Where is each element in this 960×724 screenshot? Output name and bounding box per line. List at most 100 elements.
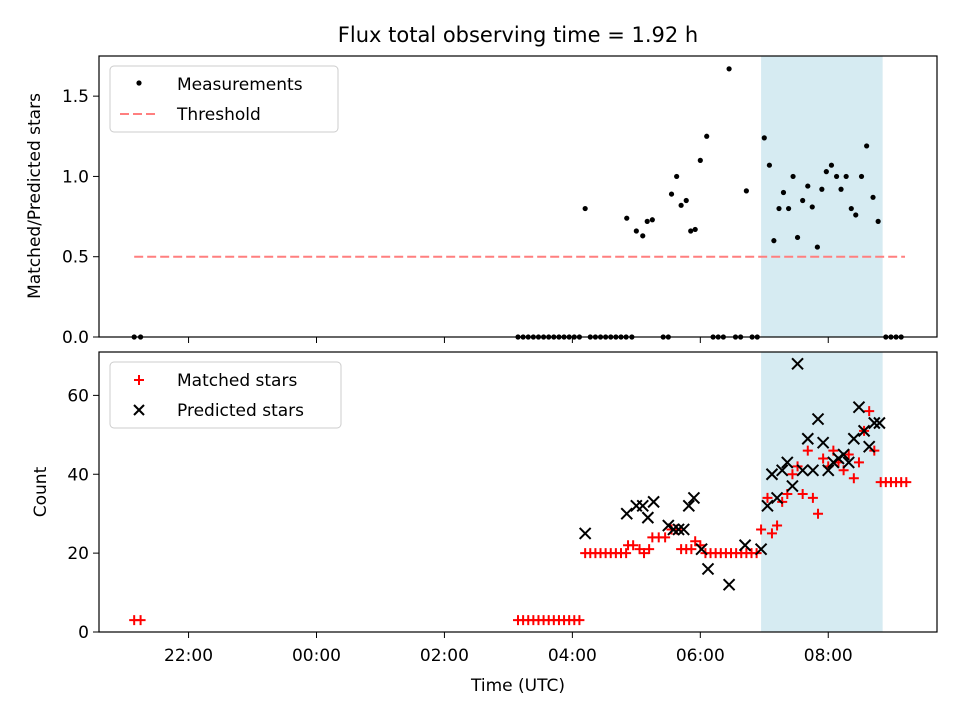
matched-star-point <box>690 536 701 547</box>
predicted-star-point <box>847 432 861 445</box>
matched-star-point <box>135 615 146 626</box>
matched-star-point <box>762 492 773 503</box>
measurement-point <box>790 173 796 180</box>
matched-star-point <box>628 540 639 551</box>
x-tick-label: 08:00 <box>804 646 853 666</box>
legend-measurements-marker <box>136 80 142 86</box>
measurement-point <box>668 191 675 197</box>
predicted-star-point <box>761 499 774 513</box>
chart-title: Flux total observing time = 1.92 h <box>338 23 698 47</box>
top-legend-box <box>109 65 339 133</box>
matched-star-point <box>901 477 912 488</box>
predicted-stars-points <box>578 357 886 591</box>
measurement-point <box>805 183 811 189</box>
measurement-point <box>848 205 854 212</box>
predicted-star-point <box>672 523 685 536</box>
matched-star-point <box>813 508 824 519</box>
measurement-point <box>743 188 749 194</box>
matched-star-point <box>574 615 585 626</box>
measurement-point <box>858 173 865 180</box>
legend-matched-marker <box>134 375 144 385</box>
measurement-point <box>678 202 684 208</box>
predicted-star-point <box>837 448 850 461</box>
matched-star-point <box>686 544 697 555</box>
measurement-point <box>794 234 801 241</box>
bottom-y-axis-label: Count <box>31 466 51 517</box>
measurement-point <box>853 212 859 218</box>
matched-star-point <box>853 457 864 468</box>
top-y-tick-label: 0.0 <box>62 328 89 348</box>
top-legend: Measurements Threshold <box>109 65 339 133</box>
predicted-star-point <box>796 464 809 477</box>
measurement-point <box>828 162 835 168</box>
matched-star-point <box>644 544 655 555</box>
bottom-y-tick-label: 60 <box>67 386 89 406</box>
top-y-axis-label: Matched/Predicted stars <box>25 93 45 299</box>
measurement-point <box>843 173 849 180</box>
x-tick-label: 04:00 <box>548 646 597 666</box>
measurement-point <box>833 173 840 180</box>
predicted-star-point <box>667 523 680 536</box>
measurement-point <box>814 244 820 250</box>
top-y-ticks: 0.0 0.5 1.0 1.5 <box>62 87 99 348</box>
measurement-point <box>674 173 680 180</box>
matched-star-point <box>848 473 859 484</box>
predicted-star-point <box>822 464 835 477</box>
top-shaded-span <box>761 56 883 337</box>
measurement-point <box>780 189 787 196</box>
matched-star-point <box>807 492 818 503</box>
matched-star-point <box>756 524 767 535</box>
measurement-point <box>640 233 646 239</box>
predicted-star-point <box>857 424 871 438</box>
predicted-star-point <box>862 440 876 453</box>
predicted-star-point <box>806 464 820 477</box>
measurement-point <box>688 228 694 234</box>
bottom-y-tick-label: 20 <box>67 544 89 564</box>
predicted-star-point <box>770 491 784 505</box>
bottom-legend: Matched stars Predicted stars <box>109 361 342 429</box>
top-y-tick-label: 1.5 <box>62 87 89 107</box>
predicted-star-point <box>868 416 881 430</box>
measurement-point <box>819 186 825 192</box>
matched-star-point <box>621 548 632 559</box>
bottom-y-tick-label: 40 <box>67 465 89 485</box>
measurement-point <box>809 204 815 210</box>
top-y-tick-label: 0.5 <box>62 248 89 268</box>
bottom-y-ticks: 0 20 40 60 <box>67 386 99 643</box>
matched-star-point <box>797 488 808 499</box>
top-plot-frame <box>98 55 938 338</box>
x-tick-label: 06:00 <box>676 646 725 666</box>
predicted-star-point <box>791 357 804 371</box>
measurement-point <box>624 215 630 221</box>
predicted-star-point <box>738 539 752 552</box>
measurement-point <box>785 205 792 212</box>
predicted-star-point <box>775 464 789 477</box>
x-tick-label: 00:00 <box>292 646 341 666</box>
x-axis-label: Time (UTC) <box>470 676 565 696</box>
matched-star-point <box>818 453 829 464</box>
predicted-star-point <box>873 416 886 430</box>
predicted-star-point <box>786 479 799 493</box>
bottom-x-ticks: 22:00 00:00 02:00 04:00 06:00 08:00 <box>164 632 853 666</box>
measurement-point <box>582 205 588 212</box>
measurement-point <box>683 197 689 204</box>
measurement-point <box>766 162 773 168</box>
predicted-star-point <box>578 527 592 540</box>
predicted-star-point <box>722 578 736 591</box>
bottom-plot-frame <box>98 351 938 633</box>
measurement-point <box>633 228 639 234</box>
legend-threshold-label: Threshold <box>176 105 261 125</box>
measurement-point <box>776 205 782 212</box>
predicted-star-point <box>816 436 830 449</box>
predicted-star-point <box>647 495 660 509</box>
matched-star-point <box>660 532 671 543</box>
predicted-star-point <box>701 562 715 576</box>
predicted-star-point <box>677 523 690 536</box>
measurement-point <box>761 135 767 141</box>
top-x-ticks <box>188 337 829 343</box>
legend-matched-label: Matched stars <box>177 371 297 391</box>
predicted-star-point <box>641 511 655 524</box>
measurement-point <box>838 186 844 192</box>
predicted-star-point <box>636 499 649 513</box>
